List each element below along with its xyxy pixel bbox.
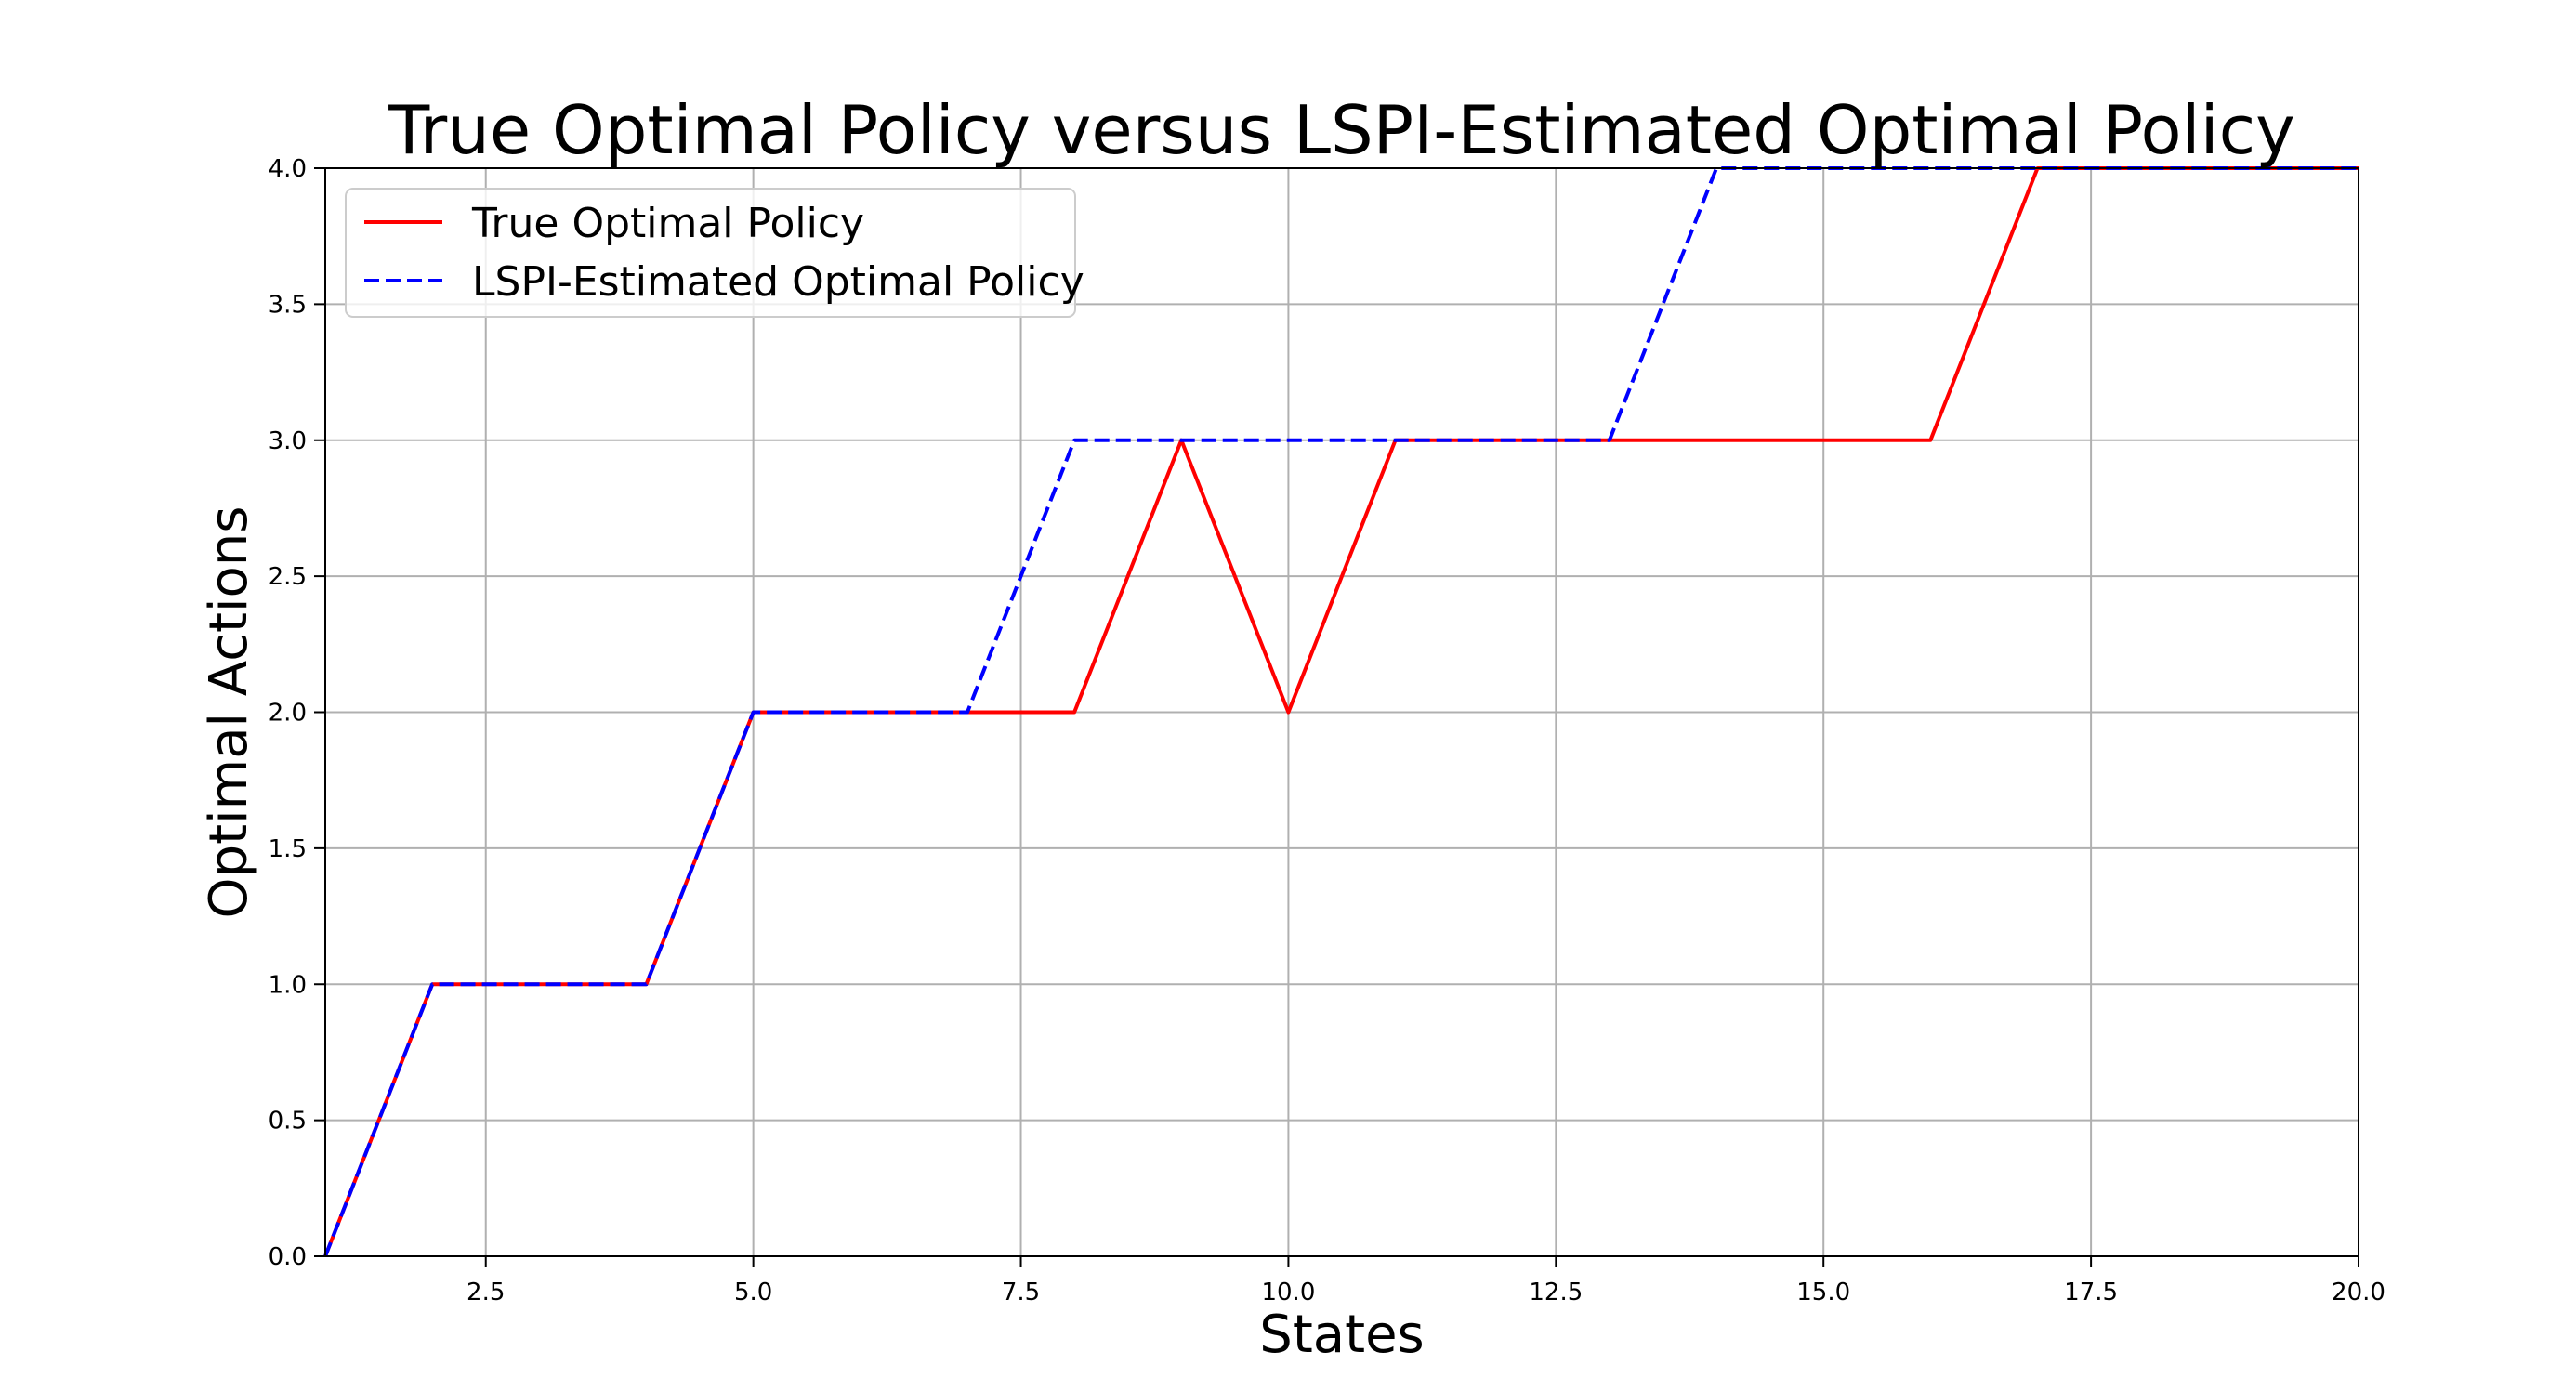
x-tick-label: 10.0 bbox=[1261, 1279, 1315, 1306]
legend-label: True Optimal Policy bbox=[471, 200, 864, 247]
legend-label: LSPI-Estimated Optimal Policy bbox=[472, 258, 1084, 306]
legend: True Optimal Policy LSPI-Estimated Optima… bbox=[346, 189, 1084, 317]
y-axis-label: Optimal Actions bbox=[199, 506, 259, 919]
y-tick-label: 3.5 bbox=[269, 291, 307, 319]
x-tick-label: 7.5 bbox=[1002, 1279, 1040, 1306]
x-axis-label: States bbox=[1259, 1305, 1424, 1365]
y-tick-label: 2.5 bbox=[269, 563, 307, 591]
x-tick-label: 20.0 bbox=[2332, 1279, 2385, 1306]
y-tick-label: 3.0 bbox=[269, 427, 307, 455]
x-tick-label: 2.5 bbox=[467, 1279, 505, 1306]
chart-title: True Optimal Policy versus LSPI-Estimate… bbox=[388, 91, 2295, 169]
y-tick-label: 4.0 bbox=[269, 155, 307, 183]
y-tick-label: 0.0 bbox=[269, 1243, 307, 1271]
y-tick-label: 1.0 bbox=[269, 971, 307, 999]
y-tick-label: 0.5 bbox=[269, 1108, 307, 1135]
x-tick-label: 5.0 bbox=[734, 1279, 772, 1306]
y-tick-label: 1.5 bbox=[269, 835, 307, 863]
x-tick-label: 12.5 bbox=[1529, 1279, 1583, 1306]
x-tick-label: 15.0 bbox=[1796, 1279, 1850, 1306]
y-tick-label: 2.0 bbox=[269, 700, 307, 728]
x-tick-label: 17.5 bbox=[2064, 1279, 2118, 1306]
